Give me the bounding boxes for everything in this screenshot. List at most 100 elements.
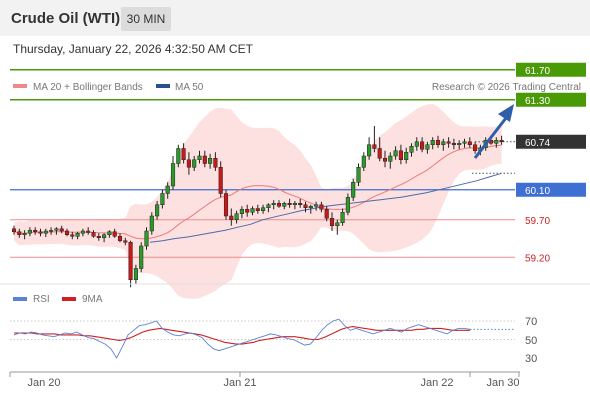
rsi-tick-70: 70 <box>525 316 537 328</box>
candle-body <box>223 193 229 217</box>
candle-body <box>123 240 128 243</box>
candle-body <box>329 218 335 226</box>
candle-body <box>75 233 80 237</box>
candle <box>329 212 335 231</box>
candle-body <box>144 230 149 247</box>
candle-body <box>165 185 170 194</box>
candle-body <box>59 228 64 232</box>
level-label-bg-1 <box>516 92 586 107</box>
candle-body <box>181 148 186 160</box>
candle-body <box>107 231 112 235</box>
candle-body <box>499 140 504 142</box>
candle <box>404 147 409 164</box>
level-label-bg-2 <box>516 134 586 149</box>
candle <box>223 189 229 220</box>
candle-body <box>292 203 297 205</box>
candle <box>139 242 144 273</box>
candle-body <box>435 140 441 145</box>
candle <box>266 203 271 213</box>
ma20-legend-label: MA 20 + Bollinger Bands <box>33 82 143 93</box>
candle <box>192 156 197 171</box>
candle <box>33 227 38 235</box>
candle <box>435 135 441 148</box>
candle <box>446 137 451 148</box>
candle <box>271 200 276 210</box>
candle <box>128 240 133 288</box>
candle <box>213 152 218 171</box>
rsi-legend-swatch <box>13 297 27 301</box>
candle-body <box>155 204 160 217</box>
projection-arrow <box>473 104 514 159</box>
candle-body <box>398 150 403 160</box>
candle <box>335 219 340 235</box>
candle <box>340 208 345 226</box>
candle <box>250 206 255 216</box>
candle-body <box>409 146 414 153</box>
candle <box>356 163 361 186</box>
candle-body <box>250 208 255 213</box>
x-tick-jan21: Jan 21 <box>223 377 256 389</box>
bollinger-band <box>14 103 502 299</box>
level-label-bg-3 <box>516 182 586 197</box>
candle <box>324 206 329 222</box>
candle-body <box>112 231 117 237</box>
rsi-tick-50: 50 <box>525 335 537 347</box>
candle-body <box>324 209 329 219</box>
candle-body <box>298 203 303 205</box>
candle <box>96 233 101 241</box>
candle-body <box>382 158 388 162</box>
candle-body <box>282 203 287 207</box>
candle <box>425 141 430 154</box>
candle-body <box>186 159 191 168</box>
candle <box>245 204 250 217</box>
ma50-legend-label: MA 50 <box>175 82 204 93</box>
candle <box>372 126 377 153</box>
candle-body <box>86 230 91 233</box>
candle <box>382 150 388 168</box>
candle <box>43 228 48 237</box>
candle-body <box>261 207 266 211</box>
candle-body <box>245 209 250 213</box>
candle <box>441 138 446 151</box>
candle-body <box>494 140 499 144</box>
chart-header: Crude Oil (WTI) 30 MIN <box>0 0 590 36</box>
candle <box>75 231 80 240</box>
candle-body <box>276 203 282 207</box>
candle-body <box>451 143 456 145</box>
candle-body <box>388 155 393 162</box>
candle-body <box>128 242 133 280</box>
candle-body <box>404 152 409 160</box>
candle <box>80 228 85 237</box>
candle <box>494 137 499 148</box>
candle <box>473 141 478 154</box>
candle-body <box>467 141 472 145</box>
candle <box>197 150 202 164</box>
copyright-text: Research © 2026 Trading Central <box>432 82 581 93</box>
candle-body <box>11 228 17 232</box>
candle <box>298 198 303 208</box>
candle-body <box>170 163 176 187</box>
candle <box>186 152 191 175</box>
level-lines <box>10 69 515 258</box>
candle <box>91 230 96 238</box>
candle-body <box>335 222 340 226</box>
level-label-3: 60.10 <box>525 186 550 197</box>
candle <box>303 201 308 213</box>
x-tick-jan20: Jan 20 <box>27 377 60 389</box>
candle-body <box>208 158 213 164</box>
candle <box>276 200 282 208</box>
candle <box>287 198 292 208</box>
candle <box>38 228 43 237</box>
candle <box>218 161 223 198</box>
candle <box>54 227 59 235</box>
candle <box>319 201 324 213</box>
candle <box>261 204 266 214</box>
candle <box>467 137 472 148</box>
candle <box>176 144 181 168</box>
ma9-legend-swatch <box>62 297 76 301</box>
candle-body <box>462 141 467 144</box>
candle-body <box>139 245 144 269</box>
timeframe-badge[interactable]: 30 MIN <box>121 7 171 31</box>
candle <box>345 193 350 216</box>
candle <box>70 231 75 240</box>
